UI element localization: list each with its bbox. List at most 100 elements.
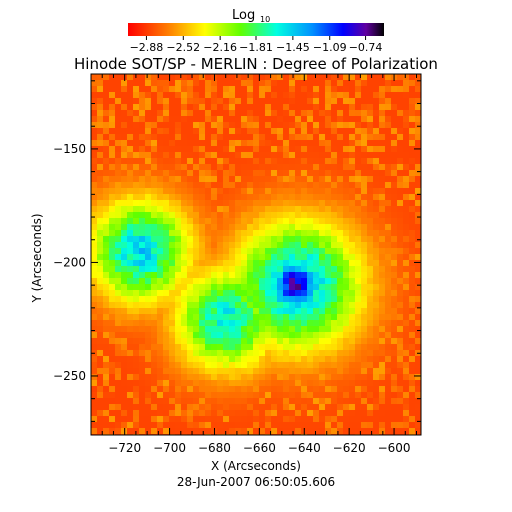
heatmap-cell (211, 218, 217, 224)
heatmap-cell (235, 326, 241, 332)
heatmap-cell (109, 158, 115, 164)
heatmap-cell (385, 140, 391, 146)
heatmap-cell (415, 380, 421, 386)
heatmap-cell (331, 302, 337, 308)
heatmap-cell (193, 320, 199, 326)
heatmap-cell (181, 200, 187, 206)
heatmap-cell (91, 200, 97, 206)
heatmap-cell (91, 158, 97, 164)
heatmap-cell (235, 416, 241, 422)
heatmap-cell (295, 374, 301, 380)
heatmap-cell (241, 410, 247, 416)
heatmap-cell (295, 398, 301, 404)
heatmap-cell (229, 206, 235, 212)
heatmap-cell (397, 230, 403, 236)
heatmap-cell (133, 176, 139, 182)
heatmap-cell (349, 134, 355, 140)
heatmap-cell (217, 308, 223, 314)
heatmap-cell (181, 416, 187, 422)
heatmap-cell (289, 344, 295, 350)
heatmap-cell (109, 404, 115, 410)
heatmap-cell (409, 290, 415, 296)
heatmap-cell (385, 116, 391, 122)
heatmap-cell (289, 110, 295, 116)
heatmap-cell (193, 224, 199, 230)
heatmap-cell (349, 260, 355, 266)
heatmap-cell (331, 104, 337, 110)
heatmap-cell (403, 128, 409, 134)
heatmap-cell (409, 86, 415, 92)
heatmap-cell (175, 128, 181, 134)
heatmap-cell (391, 380, 397, 386)
heatmap-cell (361, 74, 367, 80)
heatmap-cell (343, 428, 349, 434)
heatmap-cell (157, 134, 163, 140)
heatmap-cell (115, 308, 121, 314)
heatmap-cell (145, 140, 151, 146)
heatmap-cell (343, 134, 349, 140)
heatmap-cell (349, 284, 355, 290)
heatmap-cell (157, 278, 163, 284)
heatmap-cell (265, 374, 271, 380)
heatmap-cell (151, 398, 157, 404)
heatmap-cell (187, 134, 193, 140)
heatmap-cell (169, 260, 175, 266)
heatmap-cell (385, 194, 391, 200)
heatmap-cell (103, 116, 109, 122)
heatmap-cell (391, 320, 397, 326)
heatmap-cell (115, 422, 121, 428)
heatmap-cell (133, 332, 139, 338)
heatmap-cell (205, 158, 211, 164)
heatmap-cell (319, 278, 325, 284)
heatmap-cell (247, 398, 253, 404)
heatmap-cell (397, 368, 403, 374)
heatmap-cell (319, 176, 325, 182)
heatmap-cell (91, 362, 97, 368)
heatmap-cell (343, 302, 349, 308)
heatmap-cell (259, 80, 265, 86)
heatmap-cell (205, 416, 211, 422)
heatmap-cell (115, 224, 121, 230)
heatmap-cell (325, 110, 331, 116)
heatmap-cell (403, 206, 409, 212)
heatmap-cell (337, 284, 343, 290)
heatmap-cell (235, 218, 241, 224)
heatmap-cell (145, 182, 151, 188)
heatmap-cell (391, 80, 397, 86)
heatmap-cell (139, 266, 145, 272)
heatmap-cell (175, 326, 181, 332)
heatmap-cell (169, 254, 175, 260)
heatmap-cell (235, 320, 241, 326)
heatmap-cell (331, 218, 337, 224)
heatmap-cell (271, 344, 277, 350)
heatmap-cell (247, 122, 253, 128)
heatmap-cell (139, 284, 145, 290)
heatmap-cell (205, 122, 211, 128)
heatmap-cell (385, 146, 391, 152)
heatmap-cell (331, 284, 337, 290)
heatmap-cell (187, 104, 193, 110)
heatmap-cell (241, 422, 247, 428)
heatmap-cell (241, 146, 247, 152)
heatmap-cell (199, 188, 205, 194)
heatmap-cell (103, 272, 109, 278)
heatmap-cell (127, 134, 133, 140)
heatmap-cell (379, 260, 385, 266)
heatmap-cell (271, 326, 277, 332)
heatmap-cell (397, 86, 403, 92)
heatmap-cell (151, 410, 157, 416)
heatmap-cell (127, 422, 133, 428)
heatmap-cell (301, 290, 307, 296)
heatmap-cell (241, 332, 247, 338)
heatmap-cell (97, 218, 103, 224)
heatmap-cell (289, 128, 295, 134)
heatmap-cell (283, 290, 289, 296)
heatmap-cell (223, 236, 229, 242)
heatmap-cell (367, 248, 373, 254)
heatmap-cell (361, 212, 367, 218)
heatmap-cell (127, 170, 133, 176)
heatmap-cell (193, 296, 199, 302)
heatmap-cell (127, 194, 133, 200)
heatmap-cell (277, 314, 283, 320)
heatmap-cell (91, 188, 97, 194)
